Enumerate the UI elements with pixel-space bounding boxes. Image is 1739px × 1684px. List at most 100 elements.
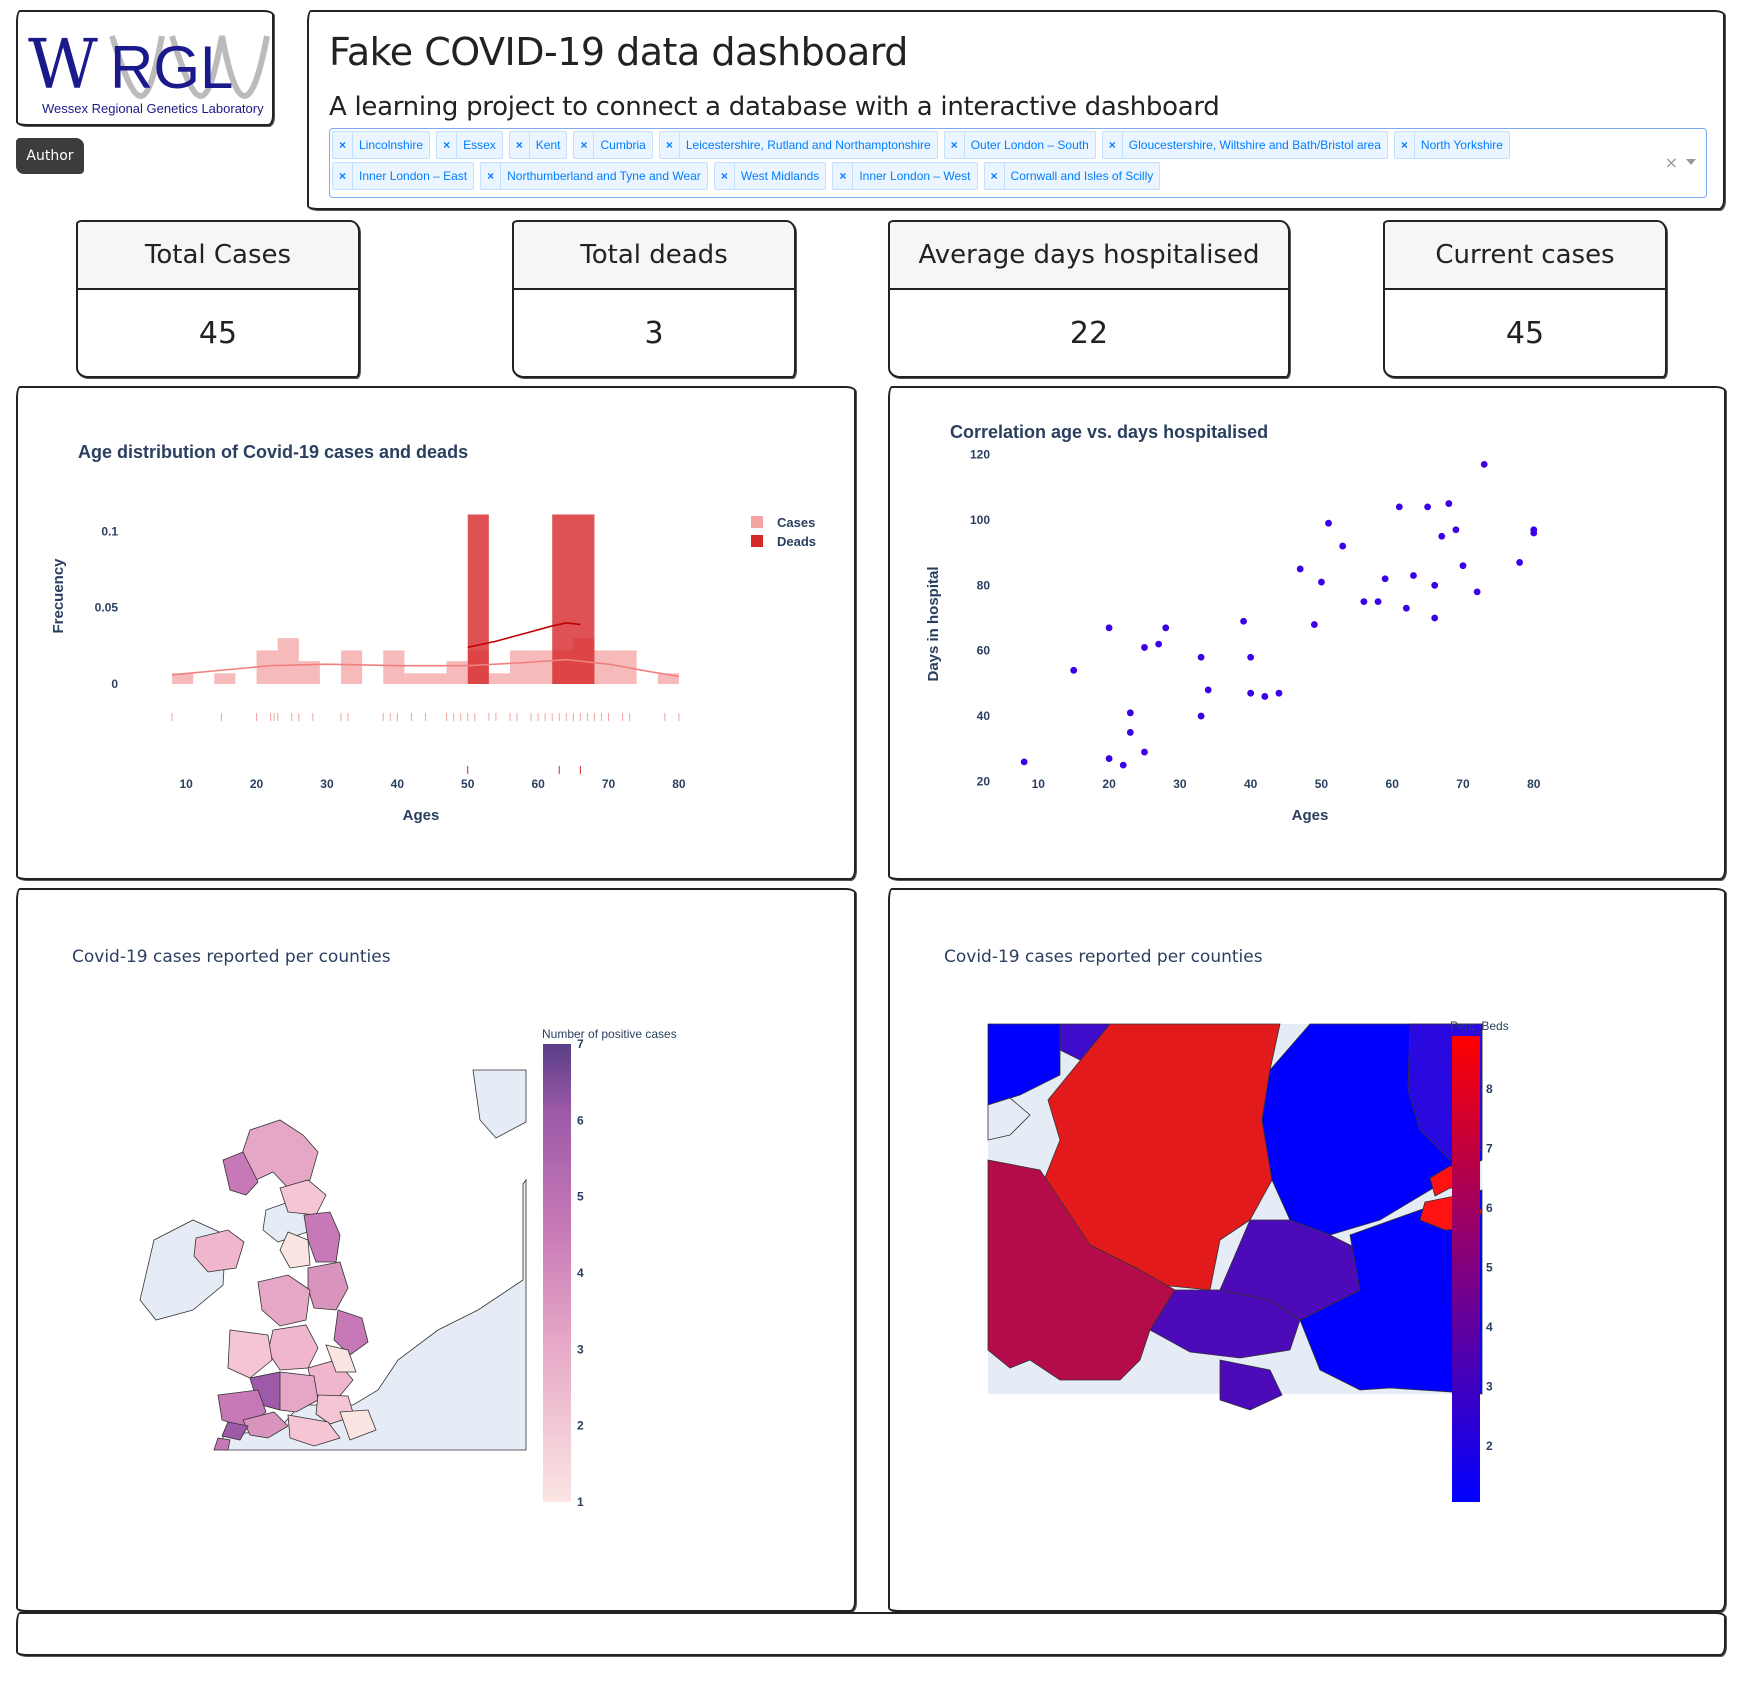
remove-tag-icon[interactable]: × (833, 163, 854, 189)
remove-tag-icon[interactable]: × (333, 132, 354, 158)
cases-bar[interactable] (214, 673, 236, 684)
scatter-point[interactable] (1197, 653, 1205, 661)
scatter-point[interactable] (1141, 644, 1148, 651)
scatter-point[interactable] (1020, 758, 1028, 766)
scatter-point[interactable] (1247, 653, 1255, 661)
cases-bar[interactable] (341, 650, 363, 684)
cases-bar[interactable] (488, 673, 510, 684)
remove-tag-icon[interactable]: × (481, 163, 502, 189)
scatter-point[interactable] (1197, 712, 1205, 720)
scatter-point[interactable] (1318, 578, 1325, 586)
clear-selection-icon[interactable]: × (1664, 153, 1678, 172)
scatter-point[interactable] (1360, 598, 1368, 606)
scatter-point[interactable] (1155, 640, 1163, 648)
cases-bar[interactable] (531, 650, 553, 684)
uk-cases-map[interactable]: Covid-19 cases reported per counties (18, 890, 854, 1610)
scatter-point[interactable] (1431, 581, 1439, 589)
south-england-counties[interactable] (987, 1023, 1483, 1411)
remove-tag-icon[interactable]: × (715, 163, 735, 189)
cases-bar[interactable] (404, 673, 426, 684)
county-tag[interactable]: × Leicestershire, Rutland and Northampton… (658, 131, 938, 159)
remove-tag-icon[interactable]: × (437, 132, 458, 158)
legend-label-cases[interactable]: Cases (777, 515, 815, 530)
cases-bar[interactable] (509, 650, 532, 684)
county-tag[interactable]: × West Midlands (713, 162, 827, 190)
uk-counties[interactable] (193, 1119, 377, 1451)
age-distribution-chart[interactable]: Age distribution of Covid-19 cases and d… (18, 388, 854, 878)
legend-label-deads[interactable]: Deads (777, 534, 816, 549)
deads-bar[interactable] (552, 514, 595, 684)
remove-tag-icon[interactable]: × (574, 132, 595, 158)
county-tag[interactable]: × Cumbria (573, 131, 653, 159)
county-tag[interactable]: × North Yorkshire (1393, 131, 1510, 159)
county-tag[interactable]: × Northumberland and Tyne and Wear (480, 162, 708, 190)
scatter-point[interactable] (1395, 503, 1403, 511)
county-tag[interactable]: × Gloucestershire, Wiltshire and Bath/Bri… (1101, 131, 1388, 159)
remove-tag-icon[interactable]: × (985, 163, 1005, 189)
scatter-point[interactable] (1141, 748, 1148, 756)
age-vs-days-chart[interactable]: Correlation age vs. days hospitalised 20… (890, 388, 1724, 878)
scatter-point[interactable] (1445, 500, 1453, 507)
scatter-point[interactable] (1105, 755, 1113, 762)
wrgl-logo: W RGL Wessex Regional Genetics Laborator… (16, 10, 274, 126)
cases-bar[interactable] (657, 673, 679, 684)
scatter-point[interactable] (1070, 666, 1078, 674)
author-button[interactable]: Author (16, 138, 84, 174)
remove-tag-icon[interactable]: × (333, 163, 354, 189)
scatter-point[interactable] (1530, 529, 1538, 537)
scatter-point[interactable] (1339, 542, 1347, 550)
county-tag[interactable]: × Lincolnshire (332, 131, 431, 159)
scatter-point[interactable] (1516, 559, 1524, 566)
deads-density-line[interactable] (467, 622, 581, 649)
scatter-point[interactable] (1452, 526, 1460, 534)
cases-bar[interactable] (383, 650, 405, 684)
scatter-point[interactable] (1402, 604, 1410, 612)
county-tag[interactable]: × Essex (436, 131, 503, 159)
county-tag[interactable]: × Outer London – South (943, 131, 1096, 159)
scatter-point[interactable] (1240, 617, 1247, 625)
scatter-point[interactable] (1310, 621, 1318, 628)
scatter-point[interactable] (1410, 572, 1417, 579)
county-multiselect[interactable]: × Lincolnshire × Essex × Kent × Cumbria × Leicest… (329, 128, 1707, 198)
scatter-point[interactable] (1162, 624, 1170, 632)
remove-tag-icon[interactable]: × (1103, 132, 1123, 158)
county-tag[interactable]: × Cornwall and Isles of Scilly (983, 162, 1161, 190)
cases-bar[interactable] (594, 650, 616, 684)
scatter-point[interactable] (1204, 686, 1212, 694)
remove-tag-icon[interactable]: × (510, 132, 530, 158)
cases-bar[interactable] (446, 661, 468, 684)
county-tag[interactable]: × Inner London – West (832, 162, 978, 190)
scatter-point[interactable] (1119, 761, 1127, 769)
county-tag[interactable]: × Kent (508, 131, 568, 159)
scatter-point[interactable] (1126, 709, 1134, 717)
scatter-point[interactable] (1261, 693, 1269, 700)
scatter-point[interactable] (1325, 519, 1332, 527)
scatter-point[interactable] (1374, 598, 1382, 606)
scatter-point[interactable] (1275, 689, 1283, 697)
scatter-point[interactable] (1381, 575, 1389, 583)
cases-bar[interactable] (425, 673, 447, 684)
south-england-beds-map[interactable]: Covid-19 cases reported per counties Per… (890, 890, 1724, 1610)
dropdown-arrow-icon[interactable] (1686, 159, 1696, 165)
cases-bar[interactable] (298, 661, 320, 684)
chart-legend[interactable]: Cases Deads (751, 515, 816, 549)
scatter-point[interactable] (1247, 689, 1255, 697)
deads-bar[interactable] (467, 514, 489, 684)
scatter-point[interactable] (1424, 503, 1431, 511)
county-tag[interactable]: × Inner London – East (332, 162, 475, 190)
cases-density-line[interactable] (172, 658, 680, 678)
cases-bar[interactable] (172, 673, 194, 684)
scatter-point[interactable] (1126, 729, 1134, 736)
scatter-point[interactable] (1296, 565, 1304, 573)
remove-tag-icon[interactable]: × (660, 132, 680, 158)
scatter-point[interactable] (1473, 588, 1481, 596)
cases-bar[interactable] (256, 650, 278, 684)
scatter-point[interactable] (1438, 532, 1446, 540)
scatter-point[interactable] (1459, 562, 1467, 570)
scatter-point[interactable] (1431, 614, 1439, 622)
remove-tag-icon[interactable]: × (1395, 132, 1415, 158)
remove-tag-icon[interactable]: × (945, 132, 965, 158)
scatter-point[interactable] (1105, 624, 1113, 632)
cases-bar[interactable] (277, 638, 299, 684)
scatter-point[interactable] (1480, 460, 1488, 468)
